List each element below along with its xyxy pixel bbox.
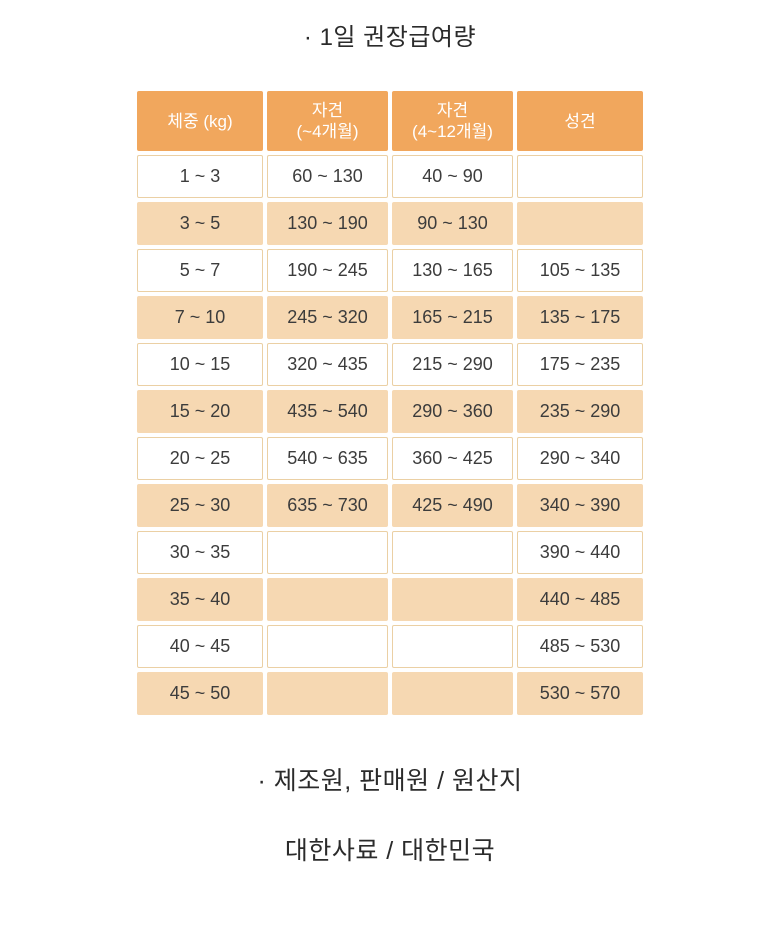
amount-cell: 320 ~ 435 [267, 343, 388, 386]
amount-cell: 635 ~ 730 [267, 484, 388, 527]
amount-cell: 165 ~ 215 [392, 296, 513, 339]
column-header-line1: 자견 [436, 101, 469, 120]
amount-cell [392, 531, 513, 574]
daily-feeding-table: 체중 (kg) 자견 (~4개월) 자견 (4~12개월) 성견 1 ~ 3 60 ~ 130… [137, 91, 643, 715]
amount-cell: 485 ~ 530 [517, 625, 643, 668]
amount-cell: 130 ~ 165 [392, 249, 513, 292]
weight-cell: 15 ~ 20 [137, 390, 263, 433]
amount-cell [267, 578, 388, 621]
amount-cell: 435 ~ 540 [267, 390, 388, 433]
weight-cell: 3 ~ 5 [137, 202, 263, 245]
weight-cell: 7 ~ 10 [137, 296, 263, 339]
amount-cell: 190 ~ 245 [267, 249, 388, 292]
amount-cell: 105 ~ 135 [517, 249, 643, 292]
amount-cell [517, 202, 643, 245]
column-header: 자견 (~4개월) [267, 91, 388, 151]
amount-cell: 90 ~ 130 [392, 202, 513, 245]
page-title: · 1일 권장급여량 [303, 24, 477, 51]
amount-cell: 530 ~ 570 [517, 672, 643, 715]
amount-cell [517, 155, 643, 198]
weight-cell: 1 ~ 3 [137, 155, 263, 198]
weight-cell: 45 ~ 50 [137, 672, 263, 715]
amount-cell [267, 531, 388, 574]
weight-cell: 40 ~ 45 [137, 625, 263, 668]
column-header-line1: 체중 (kg) [167, 111, 233, 131]
column-header-line1: 성견 [564, 111, 596, 131]
amount-cell: 40 ~ 90 [392, 155, 513, 198]
amount-cell [392, 672, 513, 715]
weight-cell: 10 ~ 15 [137, 343, 263, 386]
footer-origin-label: · 제조원, 판매원 / 원산지 [257, 767, 523, 795]
amount-cell: 215 ~ 290 [392, 343, 513, 386]
amount-cell [267, 625, 388, 668]
column-header: 체중 (kg) [137, 91, 263, 151]
weight-cell: 20 ~ 25 [137, 437, 263, 480]
amount-cell: 60 ~ 130 [267, 155, 388, 198]
weight-cell: 5 ~ 7 [137, 249, 263, 292]
column-header-line1: 자견 [311, 101, 344, 120]
amount-cell: 440 ~ 485 [517, 578, 643, 621]
amount-cell: 175 ~ 235 [517, 343, 643, 386]
amount-cell: 390 ~ 440 [517, 531, 643, 574]
amount-cell: 425 ~ 490 [392, 484, 513, 527]
column-header-line2: (~4개월) [296, 122, 359, 141]
weight-cell: 25 ~ 30 [137, 484, 263, 527]
column-header: 자견 (4~12개월) [392, 91, 513, 151]
amount-cell: 290 ~ 360 [392, 390, 513, 433]
footer-origin-value: 대한사료 / 대한민국 [284, 837, 496, 865]
amount-cell: 245 ~ 320 [267, 296, 388, 339]
amount-cell [392, 578, 513, 621]
amount-cell: 360 ~ 425 [392, 437, 513, 480]
amount-cell: 540 ~ 635 [267, 437, 388, 480]
column-header: 성견 [517, 91, 643, 151]
weight-cell: 35 ~ 40 [137, 578, 263, 621]
amount-cell [392, 625, 513, 668]
weight-cell: 30 ~ 35 [137, 531, 263, 574]
amount-cell [267, 672, 388, 715]
amount-cell: 135 ~ 175 [517, 296, 643, 339]
amount-cell: 340 ~ 390 [517, 484, 643, 527]
amount-cell: 290 ~ 340 [517, 437, 643, 480]
amount-cell: 130 ~ 190 [267, 202, 388, 245]
amount-cell: 235 ~ 290 [517, 390, 643, 433]
column-header-line2: (4~12개월) [412, 122, 493, 141]
